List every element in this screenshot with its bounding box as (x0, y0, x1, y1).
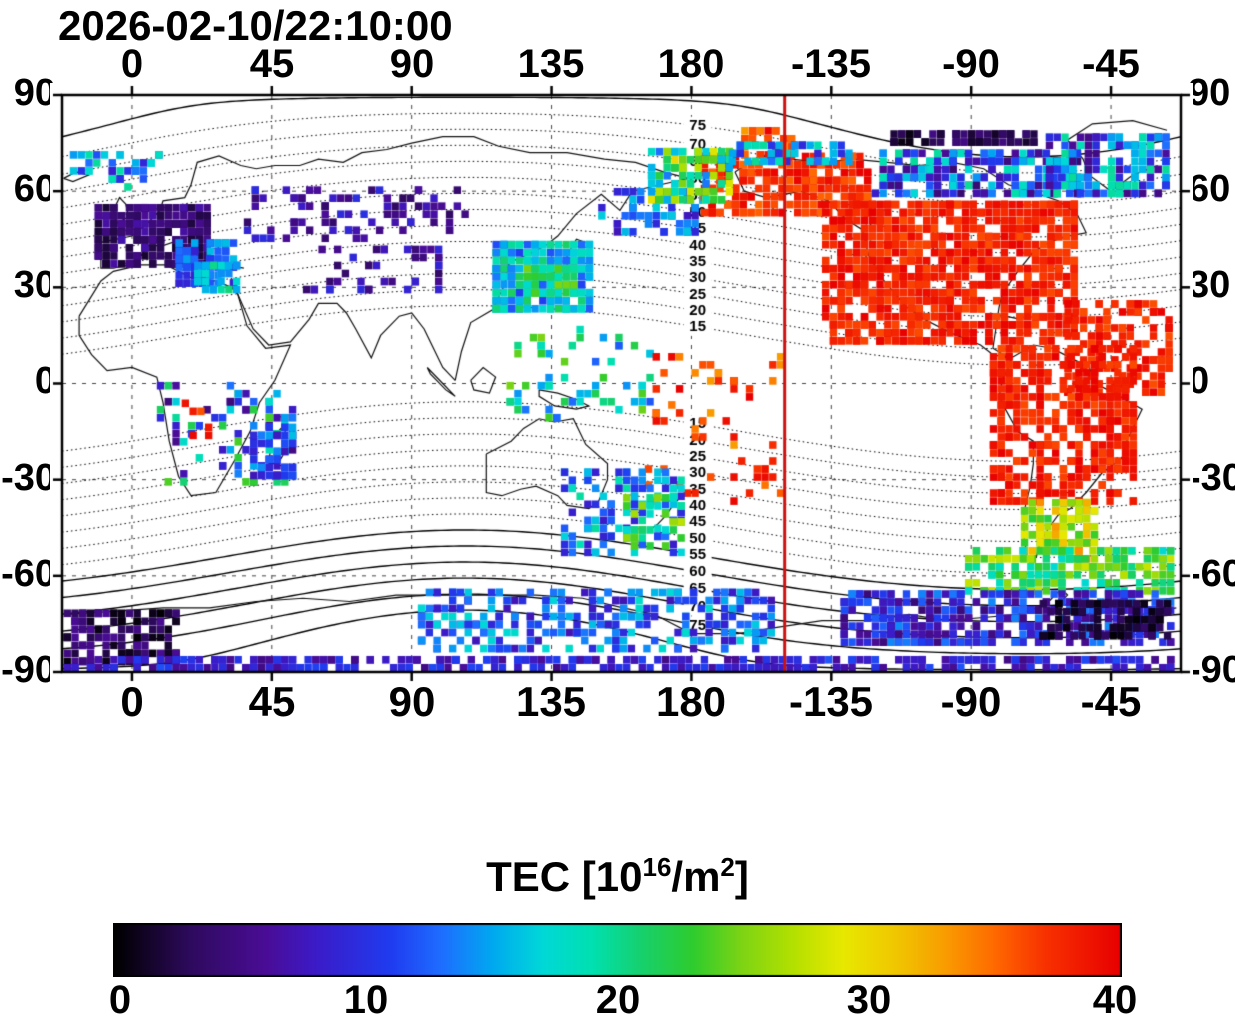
x-tick-top: -135 (790, 42, 872, 86)
x-tick-top: -90 (942, 42, 1000, 86)
x-tick-bottom: -135 (788, 678, 874, 725)
colorbar-title-mid: /m (671, 853, 721, 900)
x-tick-top: 90 (389, 42, 435, 86)
y-tick-left: -30 (1, 457, 56, 499)
colorbar-canvas (113, 923, 1122, 977)
plot-title: 2026-02-10/22:10:00 (58, 2, 453, 49)
colorbar-tick: 30 (846, 978, 892, 1021)
x-tick-top: 45 (249, 42, 295, 86)
y-tick-left: -90 (1, 649, 56, 691)
y-tick-right: 90 (1188, 72, 1231, 114)
x-tick-bottom: 45 (248, 678, 296, 725)
x-tick-bottom: -90 (940, 678, 1002, 725)
y-tick-right: 0 (1188, 360, 1210, 402)
x-tick-top: 135 (517, 42, 585, 86)
x-tick-top: 0 (120, 42, 144, 86)
colorbar-title-exponent2: 2 (720, 852, 735, 882)
colorbar-tick: 0 (108, 978, 132, 1021)
y-tick-left: 30 (13, 264, 56, 306)
x-tick-bottom: -45 (1080, 678, 1142, 725)
colorbar-title: TEC [1016/m2] (0, 852, 1235, 901)
y-tick-right: -90 (1188, 649, 1235, 691)
y-tick-right: 30 (1188, 264, 1231, 306)
x-tick-top: 180 (657, 42, 725, 86)
map-canvas (50, 83, 1193, 684)
y-tick-right: 60 (1188, 168, 1231, 210)
y-tick-right: -30 (1188, 457, 1235, 499)
y-tick-left: 0 (34, 360, 56, 402)
y-tick-right: -60 (1188, 553, 1235, 595)
colorbar-title-pre: TEC [10 (486, 853, 643, 900)
x-tick-bottom: 90 (388, 678, 436, 725)
x-tick-top: -45 (1082, 42, 1140, 86)
colorbar-title-post: ] (734, 853, 749, 900)
y-tick-left: 90 (13, 72, 56, 114)
x-tick-bottom: 0 (120, 678, 144, 725)
x-tick-bottom: 135 (515, 678, 587, 725)
colorbar-tick: 10 (343, 978, 389, 1021)
colorbar-tick: 20 (595, 978, 641, 1021)
colorbar-title-exponent: 16 (642, 852, 672, 882)
y-tick-left: -60 (1, 553, 56, 595)
x-tick-bottom: 180 (655, 678, 727, 725)
colorbar-tick: 40 (1092, 978, 1138, 1021)
y-tick-left: 60 (13, 168, 56, 210)
